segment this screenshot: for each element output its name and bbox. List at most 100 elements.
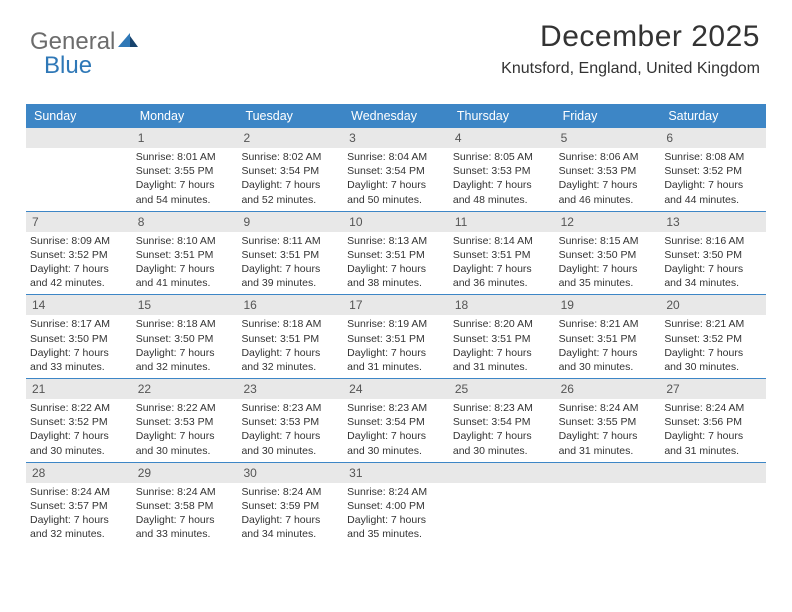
day-content: Sunrise: 8:08 AMSunset: 3:52 PMDaylight:… <box>660 148 766 211</box>
day-number: 17 <box>343 295 449 315</box>
weekday-header: Saturday <box>660 104 766 128</box>
day-content: Sunrise: 8:24 AMSunset: 4:00 PMDaylight:… <box>343 483 449 546</box>
day-number: 12 <box>555 212 661 232</box>
daylight-text: Daylight: 7 hours and 50 minutes. <box>347 178 445 206</box>
day-number: 9 <box>237 212 343 232</box>
sunset-text: Sunset: 3:54 PM <box>453 415 551 429</box>
day-number: 30 <box>237 463 343 483</box>
sunset-text: Sunset: 4:00 PM <box>347 499 445 513</box>
sunrise-text: Sunrise: 8:24 AM <box>30 485 128 499</box>
sunrise-text: Sunrise: 8:22 AM <box>136 401 234 415</box>
sunrise-text: Sunrise: 8:24 AM <box>136 485 234 499</box>
sunrise-text: Sunrise: 8:04 AM <box>347 150 445 164</box>
daylight-text: Daylight: 7 hours and 30 minutes. <box>241 429 339 457</box>
day-cell: 22Sunrise: 8:22 AMSunset: 3:53 PMDayligh… <box>132 379 238 462</box>
day-content: Sunrise: 8:23 AMSunset: 3:54 PMDaylight:… <box>343 399 449 462</box>
day-number: 14 <box>26 295 132 315</box>
daylight-text: Daylight: 7 hours and 31 minutes. <box>559 429 657 457</box>
day-cell: 28Sunrise: 8:24 AMSunset: 3:57 PMDayligh… <box>26 463 132 546</box>
daylight-text: Daylight: 7 hours and 52 minutes. <box>241 178 339 206</box>
weekday-header: Sunday <box>26 104 132 128</box>
sunset-text: Sunset: 3:59 PM <box>241 499 339 513</box>
sunset-text: Sunset: 3:53 PM <box>241 415 339 429</box>
day-cell: 10Sunrise: 8:13 AMSunset: 3:51 PMDayligh… <box>343 212 449 295</box>
day-cell: 3Sunrise: 8:04 AMSunset: 3:54 PMDaylight… <box>343 128 449 211</box>
day-content: Sunrise: 8:24 AMSunset: 3:56 PMDaylight:… <box>660 399 766 462</box>
day-number: 22 <box>132 379 238 399</box>
day-content: Sunrise: 8:23 AMSunset: 3:53 PMDaylight:… <box>237 399 343 462</box>
week-row: 7Sunrise: 8:09 AMSunset: 3:52 PMDaylight… <box>26 212 766 296</box>
day-number: 10 <box>343 212 449 232</box>
sunrise-text: Sunrise: 8:18 AM <box>241 317 339 331</box>
daylight-text: Daylight: 7 hours and 32 minutes. <box>30 513 128 541</box>
day-content: Sunrise: 8:22 AMSunset: 3:52 PMDaylight:… <box>26 399 132 462</box>
sunset-text: Sunset: 3:52 PM <box>664 164 762 178</box>
day-cell: 1Sunrise: 8:01 AMSunset: 3:55 PMDaylight… <box>132 128 238 211</box>
sunrise-text: Sunrise: 8:19 AM <box>347 317 445 331</box>
logo-text-2-wrap: Blue <box>44 52 92 80</box>
daylight-text: Daylight: 7 hours and 41 minutes. <box>136 262 234 290</box>
sunrise-text: Sunrise: 8:21 AM <box>559 317 657 331</box>
day-content: Sunrise: 8:16 AMSunset: 3:50 PMDaylight:… <box>660 232 766 295</box>
day-cell: 21Sunrise: 8:22 AMSunset: 3:52 PMDayligh… <box>26 379 132 462</box>
day-cell <box>660 463 766 546</box>
daylight-text: Daylight: 7 hours and 48 minutes. <box>453 178 551 206</box>
day-number: 27 <box>660 379 766 399</box>
day-cell: 7Sunrise: 8:09 AMSunset: 3:52 PMDaylight… <box>26 212 132 295</box>
day-number: 18 <box>449 295 555 315</box>
day-content: Sunrise: 8:15 AMSunset: 3:50 PMDaylight:… <box>555 232 661 295</box>
day-cell: 30Sunrise: 8:24 AMSunset: 3:59 PMDayligh… <box>237 463 343 546</box>
sunset-text: Sunset: 3:51 PM <box>453 332 551 346</box>
day-number-empty <box>555 463 661 483</box>
sunrise-text: Sunrise: 8:06 AM <box>559 150 657 164</box>
day-content: Sunrise: 8:24 AMSunset: 3:58 PMDaylight:… <box>132 483 238 546</box>
day-content: Sunrise: 8:21 AMSunset: 3:51 PMDaylight:… <box>555 315 661 378</box>
day-number: 26 <box>555 379 661 399</box>
week-row: 1Sunrise: 8:01 AMSunset: 3:55 PMDaylight… <box>26 128 766 212</box>
day-number: 8 <box>132 212 238 232</box>
sunset-text: Sunset: 3:51 PM <box>347 332 445 346</box>
day-cell: 31Sunrise: 8:24 AMSunset: 4:00 PMDayligh… <box>343 463 449 546</box>
sunrise-text: Sunrise: 8:24 AM <box>241 485 339 499</box>
day-cell: 13Sunrise: 8:16 AMSunset: 3:50 PMDayligh… <box>660 212 766 295</box>
day-number: 7 <box>26 212 132 232</box>
sunset-text: Sunset: 3:51 PM <box>241 248 339 262</box>
sunrise-text: Sunrise: 8:24 AM <box>664 401 762 415</box>
day-cell: 4Sunrise: 8:05 AMSunset: 3:53 PMDaylight… <box>449 128 555 211</box>
day-cell: 2Sunrise: 8:02 AMSunset: 3:54 PMDaylight… <box>237 128 343 211</box>
sunrise-text: Sunrise: 8:13 AM <box>347 234 445 248</box>
daylight-text: Daylight: 7 hours and 42 minutes. <box>30 262 128 290</box>
sunset-text: Sunset: 3:53 PM <box>453 164 551 178</box>
daylight-text: Daylight: 7 hours and 30 minutes. <box>347 429 445 457</box>
day-content: Sunrise: 8:04 AMSunset: 3:54 PMDaylight:… <box>343 148 449 211</box>
day-content: Sunrise: 8:09 AMSunset: 3:52 PMDaylight:… <box>26 232 132 295</box>
week-row: 28Sunrise: 8:24 AMSunset: 3:57 PMDayligh… <box>26 463 766 546</box>
daylight-text: Daylight: 7 hours and 36 minutes. <box>453 262 551 290</box>
day-cell: 25Sunrise: 8:23 AMSunset: 3:54 PMDayligh… <box>449 379 555 462</box>
day-number: 13 <box>660 212 766 232</box>
sunset-text: Sunset: 3:50 PM <box>136 332 234 346</box>
day-cell: 27Sunrise: 8:24 AMSunset: 3:56 PMDayligh… <box>660 379 766 462</box>
sunset-text: Sunset: 3:54 PM <box>347 415 445 429</box>
day-content: Sunrise: 8:01 AMSunset: 3:55 PMDaylight:… <box>132 148 238 211</box>
day-cell: 18Sunrise: 8:20 AMSunset: 3:51 PMDayligh… <box>449 295 555 378</box>
day-content: Sunrise: 8:24 AMSunset: 3:59 PMDaylight:… <box>237 483 343 546</box>
daylight-text: Daylight: 7 hours and 38 minutes. <box>347 262 445 290</box>
day-number: 28 <box>26 463 132 483</box>
day-cell: 29Sunrise: 8:24 AMSunset: 3:58 PMDayligh… <box>132 463 238 546</box>
day-cell: 23Sunrise: 8:23 AMSunset: 3:53 PMDayligh… <box>237 379 343 462</box>
sunrise-text: Sunrise: 8:09 AM <box>30 234 128 248</box>
day-content: Sunrise: 8:14 AMSunset: 3:51 PMDaylight:… <box>449 232 555 295</box>
day-cell: 26Sunrise: 8:24 AMSunset: 3:55 PMDayligh… <box>555 379 661 462</box>
day-content: Sunrise: 8:23 AMSunset: 3:54 PMDaylight:… <box>449 399 555 462</box>
day-cell: 19Sunrise: 8:21 AMSunset: 3:51 PMDayligh… <box>555 295 661 378</box>
daylight-text: Daylight: 7 hours and 30 minutes. <box>664 346 762 374</box>
day-content: Sunrise: 8:11 AMSunset: 3:51 PMDaylight:… <box>237 232 343 295</box>
day-cell: 16Sunrise: 8:18 AMSunset: 3:51 PMDayligh… <box>237 295 343 378</box>
sunrise-text: Sunrise: 8:11 AM <box>241 234 339 248</box>
sunset-text: Sunset: 3:52 PM <box>664 332 762 346</box>
daylight-text: Daylight: 7 hours and 44 minutes. <box>664 178 762 206</box>
weekday-header: Thursday <box>449 104 555 128</box>
day-number-empty <box>26 128 132 148</box>
sunset-text: Sunset: 3:50 PM <box>559 248 657 262</box>
